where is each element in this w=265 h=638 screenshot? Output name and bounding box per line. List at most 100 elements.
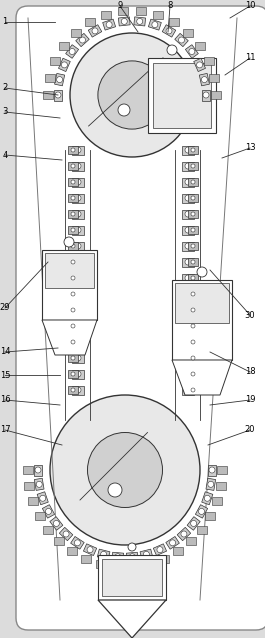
Circle shape bbox=[108, 483, 122, 497]
Bar bbox=[112, 563, 122, 570]
Circle shape bbox=[71, 180, 75, 184]
Circle shape bbox=[75, 195, 81, 201]
Circle shape bbox=[185, 307, 191, 313]
Circle shape bbox=[191, 260, 195, 264]
Polygon shape bbox=[188, 178, 198, 186]
Bar bbox=[37, 492, 48, 505]
Circle shape bbox=[71, 308, 75, 312]
Circle shape bbox=[75, 259, 81, 265]
Polygon shape bbox=[68, 386, 78, 394]
Circle shape bbox=[50, 395, 200, 545]
Circle shape bbox=[70, 33, 194, 157]
Text: 18: 18 bbox=[245, 367, 255, 376]
Circle shape bbox=[185, 163, 191, 169]
Polygon shape bbox=[98, 600, 166, 638]
Circle shape bbox=[185, 179, 191, 185]
Circle shape bbox=[191, 244, 195, 248]
Bar bbox=[59, 41, 69, 50]
Polygon shape bbox=[188, 338, 198, 346]
Bar bbox=[72, 209, 84, 218]
Circle shape bbox=[55, 92, 61, 98]
Bar bbox=[153, 11, 163, 19]
Bar bbox=[59, 528, 73, 540]
Circle shape bbox=[75, 339, 81, 345]
Text: 3: 3 bbox=[2, 107, 8, 117]
Bar bbox=[76, 33, 89, 47]
Circle shape bbox=[179, 37, 184, 43]
Circle shape bbox=[46, 508, 51, 514]
Bar bbox=[211, 91, 221, 99]
Circle shape bbox=[75, 387, 81, 393]
Circle shape bbox=[191, 292, 195, 296]
Bar bbox=[148, 58, 216, 133]
Circle shape bbox=[185, 355, 191, 361]
Circle shape bbox=[191, 324, 195, 328]
Circle shape bbox=[129, 554, 135, 560]
Text: 10: 10 bbox=[245, 1, 255, 10]
Bar bbox=[182, 306, 194, 315]
Polygon shape bbox=[68, 146, 78, 154]
Circle shape bbox=[71, 276, 75, 280]
Circle shape bbox=[189, 48, 195, 54]
Text: 11: 11 bbox=[245, 54, 255, 63]
Bar bbox=[71, 537, 84, 549]
Bar bbox=[173, 547, 183, 555]
Circle shape bbox=[71, 260, 75, 264]
Bar bbox=[194, 58, 205, 71]
Polygon shape bbox=[188, 322, 198, 330]
Bar bbox=[103, 19, 116, 30]
Bar bbox=[208, 464, 216, 475]
Polygon shape bbox=[188, 226, 198, 234]
Bar bbox=[55, 73, 65, 86]
Polygon shape bbox=[68, 258, 78, 266]
Bar bbox=[204, 57, 214, 65]
Bar bbox=[195, 41, 205, 50]
Circle shape bbox=[170, 540, 176, 546]
Bar bbox=[72, 385, 84, 394]
Bar bbox=[199, 73, 209, 86]
Bar bbox=[72, 242, 84, 251]
Bar bbox=[72, 353, 84, 362]
Bar bbox=[118, 8, 128, 15]
Circle shape bbox=[71, 324, 75, 328]
Circle shape bbox=[201, 77, 207, 82]
Circle shape bbox=[71, 148, 75, 152]
Circle shape bbox=[185, 227, 191, 233]
Circle shape bbox=[185, 195, 191, 201]
Circle shape bbox=[71, 372, 75, 376]
Bar bbox=[166, 537, 179, 549]
Bar bbox=[126, 553, 138, 561]
Bar bbox=[72, 145, 84, 154]
Circle shape bbox=[87, 547, 93, 553]
Circle shape bbox=[191, 212, 195, 216]
Bar bbox=[72, 161, 84, 170]
Circle shape bbox=[71, 244, 75, 248]
Circle shape bbox=[75, 179, 81, 185]
Polygon shape bbox=[68, 322, 78, 330]
Bar bbox=[182, 161, 194, 170]
Circle shape bbox=[75, 355, 81, 361]
Circle shape bbox=[80, 37, 86, 43]
FancyBboxPatch shape bbox=[16, 6, 265, 630]
Text: 20: 20 bbox=[245, 426, 255, 434]
Circle shape bbox=[75, 227, 81, 233]
Bar bbox=[42, 250, 97, 320]
Bar bbox=[85, 19, 95, 26]
Bar bbox=[72, 258, 84, 267]
Circle shape bbox=[36, 481, 42, 487]
Text: 14: 14 bbox=[0, 348, 10, 357]
Bar bbox=[128, 563, 138, 570]
Circle shape bbox=[185, 211, 191, 217]
Circle shape bbox=[71, 228, 75, 232]
Circle shape bbox=[185, 259, 191, 265]
Polygon shape bbox=[68, 338, 78, 346]
Bar bbox=[34, 464, 42, 475]
Bar bbox=[209, 73, 219, 82]
Polygon shape bbox=[188, 290, 198, 298]
Bar bbox=[148, 19, 161, 30]
Bar bbox=[67, 547, 77, 555]
Circle shape bbox=[75, 147, 81, 153]
Polygon shape bbox=[188, 386, 198, 394]
Circle shape bbox=[71, 292, 75, 296]
Circle shape bbox=[98, 61, 166, 129]
